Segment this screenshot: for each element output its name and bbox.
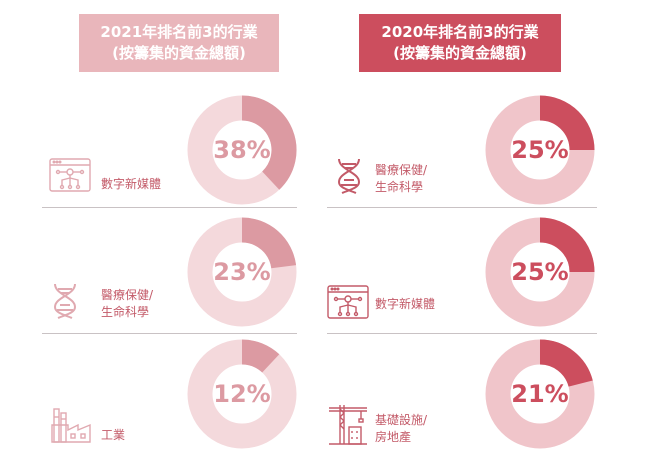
dna-icon xyxy=(334,158,364,198)
donut-segment xyxy=(241,217,297,269)
donut-value: 12% xyxy=(213,380,271,408)
dna-icon xyxy=(50,283,80,323)
donut-segment xyxy=(539,217,595,273)
donut-value: 21% xyxy=(511,380,569,408)
donut-2020-infrastructure: 21% xyxy=(485,339,595,449)
donut-2021-digital-media: 38% xyxy=(187,95,297,205)
header-2020-title: 2020年排名前3的行業 xyxy=(381,23,539,41)
donut-2021-healthcare: 23% xyxy=(187,217,297,327)
industry-label-2021-1: 數字新媒體 xyxy=(101,177,162,191)
industry-label-2020-2: 數字新媒體 xyxy=(375,297,436,311)
industry-label-2021-2: 醫療保健/ 生命科學 xyxy=(101,288,154,319)
header-2020: 2020年排名前3的行業 (按籌集的資金總額) xyxy=(359,14,561,72)
donut-2020-healthcare: 25% xyxy=(485,95,595,205)
header-2021-title: 2021年排名前3的行業 xyxy=(100,23,258,41)
donut-segment xyxy=(241,95,297,190)
donut-segment xyxy=(539,95,595,151)
donut-value: 23% xyxy=(213,258,271,286)
donut-value: 38% xyxy=(213,136,271,164)
row-divider-2 xyxy=(42,333,297,334)
donut-segment xyxy=(539,339,593,388)
header-2020-subtitle: (按籌集的資金總額) xyxy=(393,44,527,62)
row-divider-4 xyxy=(327,333,597,334)
header-2021: 2021年排名前3的行業 (按籌集的資金總額) xyxy=(79,14,279,72)
digital-media-icon xyxy=(327,285,369,323)
header-2021-subtitle: (按籌集的資金總額) xyxy=(112,44,246,62)
construction-crane-icon xyxy=(328,403,368,449)
row-divider-3 xyxy=(327,207,597,208)
donut-2021-industrial: 12% xyxy=(187,339,297,449)
row-divider-1 xyxy=(42,207,297,208)
donut-segment xyxy=(241,339,280,373)
factory-icon xyxy=(51,405,91,447)
industry-label-2020-1: 醫療保健/ 生命科學 xyxy=(375,163,428,194)
donut-2020-digital-media: 25% xyxy=(485,217,595,327)
donut-value: 25% xyxy=(511,258,569,286)
industry-label-2020-3: 基礎設施/ 房地產 xyxy=(375,413,428,444)
digital-media-icon xyxy=(49,158,91,196)
industry-label-2021-3: 工業 xyxy=(101,428,126,442)
donut-value: 25% xyxy=(511,136,569,164)
